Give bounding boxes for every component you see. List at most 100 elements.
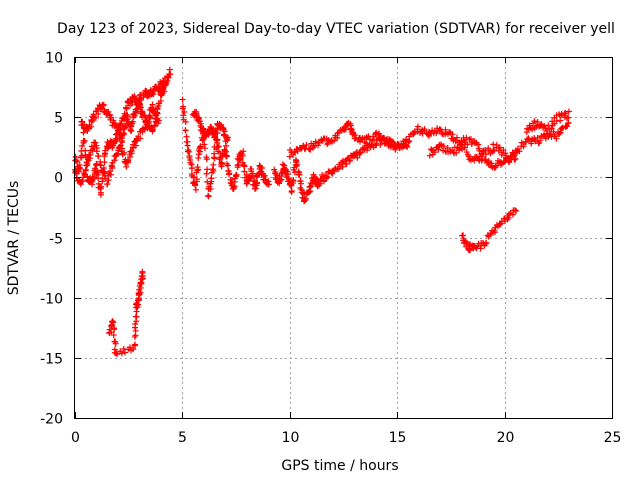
data-point bbox=[334, 134, 341, 141]
series-trace-early-upper bbox=[78, 75, 169, 134]
data-point bbox=[565, 108, 572, 115]
data-point bbox=[446, 129, 453, 136]
data-point bbox=[357, 149, 364, 156]
data-point bbox=[244, 177, 251, 184]
data-point bbox=[204, 166, 211, 173]
data-point bbox=[142, 118, 149, 125]
data-point bbox=[265, 181, 272, 188]
data-point bbox=[211, 150, 218, 157]
data-point bbox=[121, 149, 128, 156]
data-point bbox=[215, 143, 222, 150]
data-point bbox=[107, 171, 114, 178]
data-point bbox=[225, 171, 232, 178]
data-point bbox=[497, 221, 504, 228]
data-point bbox=[453, 149, 460, 156]
data-point bbox=[531, 118, 538, 125]
y-tick-label: -10 bbox=[40, 292, 63, 308]
data-point bbox=[109, 318, 116, 325]
data-point bbox=[528, 140, 535, 147]
data-point bbox=[155, 120, 162, 127]
data-point bbox=[92, 114, 99, 121]
series-trace-early-lower bbox=[72, 115, 162, 188]
data-point bbox=[201, 141, 208, 148]
data-point bbox=[185, 147, 192, 154]
data-point bbox=[512, 207, 519, 214]
data-point bbox=[205, 131, 212, 138]
data-point bbox=[110, 332, 117, 339]
series-trace-hours-20-to-23 bbox=[501, 119, 572, 165]
y-tick-label: 10 bbox=[45, 51, 63, 67]
data-point bbox=[205, 192, 212, 199]
data-point bbox=[211, 134, 218, 141]
data-point bbox=[214, 126, 221, 133]
data-point bbox=[113, 136, 120, 143]
y-tick-label: 0 bbox=[54, 171, 63, 187]
data-point bbox=[182, 118, 189, 125]
data-point bbox=[132, 109, 139, 116]
data-point bbox=[565, 120, 572, 127]
data-point bbox=[126, 344, 133, 351]
data-point bbox=[82, 166, 89, 173]
data-point bbox=[181, 108, 188, 115]
data-point bbox=[110, 319, 117, 326]
data-point bbox=[114, 351, 121, 358]
data-point bbox=[440, 143, 447, 150]
data-point bbox=[230, 183, 237, 190]
data-point bbox=[453, 134, 460, 141]
data-point bbox=[467, 135, 474, 142]
data-point bbox=[88, 123, 95, 130]
data-point bbox=[207, 186, 214, 193]
data-point bbox=[132, 327, 139, 334]
x-tick-label: 5 bbox=[178, 430, 187, 446]
data-point bbox=[213, 139, 220, 146]
data-point bbox=[100, 101, 107, 108]
data-point bbox=[98, 162, 105, 169]
data-point bbox=[435, 146, 442, 153]
data-point bbox=[400, 138, 407, 145]
data-point bbox=[112, 137, 119, 144]
data-point bbox=[240, 162, 247, 169]
y-tick-label: 5 bbox=[54, 111, 63, 127]
y-tick-label: -20 bbox=[40, 412, 63, 428]
data-point bbox=[132, 313, 139, 320]
data-point bbox=[461, 144, 468, 151]
data-point bbox=[364, 144, 371, 151]
data-point bbox=[406, 137, 413, 144]
data-point bbox=[91, 173, 98, 180]
data-point bbox=[525, 135, 532, 142]
series-trace-hours-9-to-13 bbox=[271, 141, 380, 205]
data-point bbox=[496, 144, 503, 151]
data-point bbox=[259, 164, 266, 171]
x-tick-label: 10 bbox=[282, 430, 300, 446]
data-point bbox=[401, 142, 408, 149]
data-point bbox=[157, 97, 164, 104]
data-point bbox=[130, 346, 137, 353]
data-point bbox=[79, 178, 86, 185]
data-point bbox=[431, 149, 438, 156]
data-point bbox=[479, 153, 486, 160]
data-point bbox=[143, 88, 150, 95]
data-point bbox=[272, 168, 279, 175]
data-point bbox=[117, 142, 124, 149]
data-point bbox=[389, 138, 396, 145]
data-point bbox=[241, 168, 248, 175]
data-point bbox=[121, 110, 128, 117]
data-point bbox=[139, 268, 146, 275]
data-point bbox=[220, 125, 227, 132]
data-point bbox=[123, 105, 130, 112]
data-point bbox=[467, 247, 474, 254]
data-point bbox=[197, 143, 204, 150]
data-point bbox=[121, 131, 128, 138]
data-point bbox=[81, 138, 88, 145]
data-point bbox=[98, 183, 105, 190]
data-point bbox=[110, 117, 117, 124]
data-point bbox=[122, 349, 129, 356]
data-point bbox=[273, 171, 280, 178]
data-point bbox=[483, 239, 490, 246]
data-point bbox=[149, 128, 156, 135]
data-point bbox=[133, 308, 140, 315]
data-point bbox=[343, 161, 350, 168]
data-point bbox=[209, 166, 216, 173]
data-point bbox=[396, 145, 403, 152]
